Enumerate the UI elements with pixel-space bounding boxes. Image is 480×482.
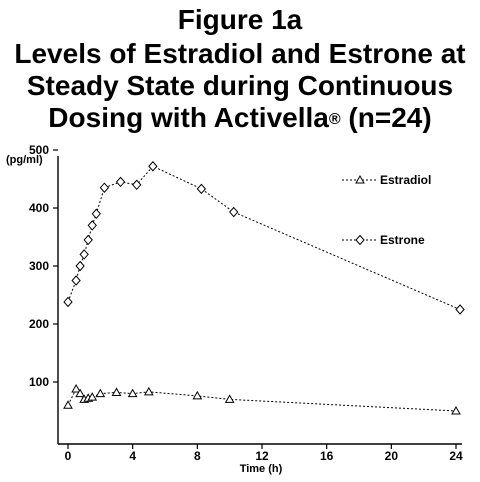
estradiol-point <box>143 386 154 396</box>
x-axis-label: Time (h) <box>240 463 283 475</box>
legend-label: Estrone <box>380 233 425 247</box>
estradiol-point <box>63 400 73 409</box>
y-tick-label: 400 <box>29 201 49 215</box>
estrone-point <box>79 249 89 260</box>
registered-mark: ® <box>328 111 341 128</box>
estrone-point <box>99 182 110 193</box>
estradiol-point <box>87 392 98 401</box>
title-suffix: (n=24) <box>340 102 432 133</box>
estradiol-point <box>75 388 85 398</box>
y-tick-label: 500 <box>29 143 49 157</box>
estrone-point <box>63 296 73 308</box>
series-estrone <box>63 160 465 315</box>
estradiol-point <box>192 390 203 400</box>
legend-marker <box>355 174 365 184</box>
y-axis-label: (pg/ml) <box>6 154 43 166</box>
title-line-2: Steady State during Continuous <box>26 70 454 101</box>
series-estradiol <box>63 383 461 415</box>
x-tick-label: 12 <box>255 449 269 463</box>
estrone-point <box>83 234 93 246</box>
x-tick-label: 24 <box>449 449 463 463</box>
estrone-point <box>115 176 126 188</box>
estrone-point <box>75 260 85 272</box>
estrone-point <box>132 179 142 191</box>
y-tick-label: 100 <box>29 375 49 389</box>
estrone-point <box>87 220 97 231</box>
figure-label: Figure 1a <box>177 4 303 35</box>
x-tick-label: 4 <box>129 449 136 463</box>
estrone-point <box>91 208 101 220</box>
title-line-1: Levels of Estradiol and Estrone at <box>14 38 466 69</box>
estradiol-point <box>451 405 461 415</box>
estradiol-line <box>67 388 457 412</box>
x-tick-label: 16 <box>320 449 334 463</box>
axes: 100 200 300 400 500 0 4 8 12 16 20 24 <box>29 143 463 463</box>
series-layer <box>63 160 465 415</box>
legend-item-estrone: Estrone <box>342 233 425 247</box>
x-tick-label: 0 <box>65 449 72 463</box>
estradiol-point <box>71 383 81 393</box>
estrone-point <box>148 160 158 172</box>
legend-label: Estradiol <box>380 173 431 187</box>
x-tick-label: 20 <box>385 449 399 463</box>
estrone-point <box>71 275 81 286</box>
title-line-3: Dosing with Activella® (n=24) <box>0 102 480 134</box>
estradiol-point <box>127 388 138 398</box>
legend: Estradiol Estrone <box>342 173 431 247</box>
estradiol-point <box>224 394 235 403</box>
x-tick-label: 8 <box>194 449 201 463</box>
y-tick-label: 200 <box>29 317 49 331</box>
estradiol-point <box>111 387 122 396</box>
estradiol-point <box>95 388 106 398</box>
estrone-point <box>229 206 239 218</box>
estrone-point <box>196 183 207 195</box>
chart-title: Levels of Estradiol and Estrone at Stead… <box>0 38 480 134</box>
y-tick-label: 300 <box>29 259 49 273</box>
legend-item-estradiol: Estradiol <box>342 173 431 187</box>
title-line-3-text: Dosing with Activella <box>48 102 329 133</box>
legend-marker <box>355 234 365 246</box>
estrone-point <box>455 304 465 315</box>
